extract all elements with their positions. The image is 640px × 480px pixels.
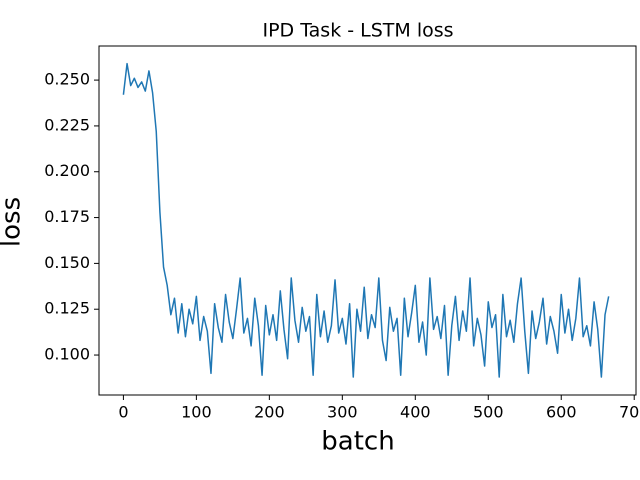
x-tick-label: 200 — [254, 403, 285, 422]
chart-title: IPD Task - LSTM loss — [262, 20, 453, 42]
x-tick-label: 100 — [181, 403, 212, 422]
y-tick-label: 0.200 — [44, 161, 90, 180]
y-tick-label: 0.250 — [44, 70, 90, 89]
x-tick-label: 300 — [327, 403, 358, 422]
x-tick-label: 400 — [400, 403, 431, 422]
plot-frame — [98, 45, 637, 396]
x-tick-label: 500 — [473, 403, 504, 422]
y-tick-label: 0.100 — [44, 345, 90, 364]
x-tick-label: 0 — [118, 403, 128, 422]
x-axis-label: batch — [321, 427, 394, 457]
y-tick-label: 0.225 — [44, 115, 90, 134]
x-tick-label: 700 — [619, 403, 640, 422]
x-tick-label: 600 — [546, 403, 577, 422]
y-tick-label: 0.175 — [44, 207, 90, 226]
y-tick-label: 0.125 — [44, 299, 90, 318]
y-tick-label: 0.150 — [44, 253, 90, 272]
loss-line — [122, 62, 610, 378]
y-axis-label: loss — [0, 197, 27, 247]
